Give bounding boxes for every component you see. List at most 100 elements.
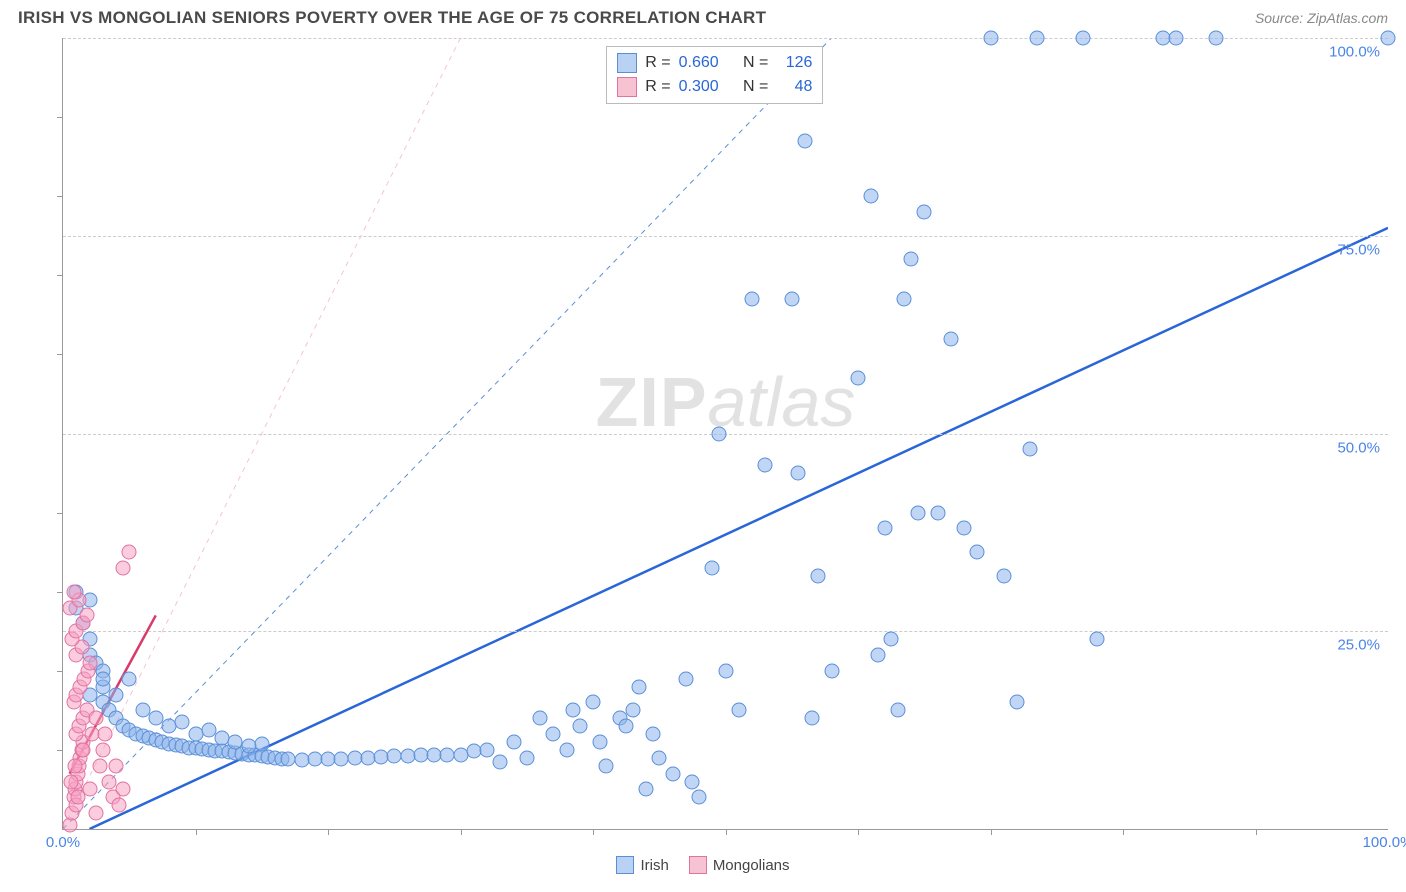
data-point xyxy=(95,671,110,686)
r-value: 0.660 xyxy=(679,54,731,72)
x-tick-mark xyxy=(858,829,859,835)
data-point xyxy=(645,727,660,742)
r-label: R = xyxy=(645,54,670,72)
data-point xyxy=(692,790,707,805)
data-point xyxy=(1208,31,1223,46)
data-point xyxy=(1010,695,1025,710)
x-tick-mark xyxy=(328,829,329,835)
data-point xyxy=(943,331,958,346)
legend-swatch xyxy=(617,53,637,73)
x-tick-label: 100.0% xyxy=(1363,834,1406,851)
data-point xyxy=(758,458,773,473)
data-point xyxy=(480,742,495,757)
data-point xyxy=(851,371,866,386)
x-tick-mark xyxy=(991,829,992,835)
y-tick-mark xyxy=(57,513,63,514)
data-point xyxy=(546,727,561,742)
data-point xyxy=(784,292,799,307)
data-point xyxy=(625,703,640,718)
y-tick-mark xyxy=(57,592,63,593)
x-tick-mark xyxy=(1256,829,1257,835)
data-point xyxy=(63,774,78,789)
data-point xyxy=(904,252,919,267)
stat-row: R = 0.660 N = 126 xyxy=(617,51,812,75)
n-label: N = xyxy=(739,78,769,96)
legend-item: Irish xyxy=(616,856,668,874)
data-point xyxy=(109,758,124,773)
data-point xyxy=(930,505,945,520)
data-point xyxy=(559,742,574,757)
data-point xyxy=(824,663,839,678)
data-point xyxy=(254,736,269,751)
data-point xyxy=(1169,31,1184,46)
gridline xyxy=(63,631,1388,632)
data-point xyxy=(566,703,581,718)
data-point xyxy=(890,703,905,718)
plot-region: ZIPatlas R =0.660 N =126R =0.300 N =48 2… xyxy=(62,38,1388,830)
data-point xyxy=(1029,31,1044,46)
data-point xyxy=(95,742,110,757)
legend-label: Mongolians xyxy=(713,857,790,874)
data-point xyxy=(731,703,746,718)
data-point xyxy=(572,719,587,734)
legend: Irish Mongolians xyxy=(18,856,1388,878)
data-point xyxy=(89,711,104,726)
legend-swatch xyxy=(617,77,637,97)
data-point xyxy=(75,742,90,757)
data-point xyxy=(917,205,932,220)
y-tick-label: 50.0% xyxy=(1337,439,1380,456)
y-tick-mark xyxy=(57,671,63,672)
data-point xyxy=(115,560,130,575)
data-point xyxy=(111,798,126,813)
stat-row: R = 0.300 N = 48 xyxy=(617,75,812,99)
data-point xyxy=(745,292,760,307)
legend-item: Mongolians xyxy=(689,856,790,874)
data-point xyxy=(811,568,826,583)
data-point xyxy=(632,679,647,694)
chart-area: Seniors Poverty Over the Age of 75 ZIPat… xyxy=(18,38,1388,878)
r-label: R = xyxy=(645,78,670,96)
data-point xyxy=(67,758,82,773)
data-point xyxy=(109,687,124,702)
data-point xyxy=(685,774,700,789)
data-point xyxy=(599,758,614,773)
r-value: 0.300 xyxy=(679,78,731,96)
data-point xyxy=(592,735,607,750)
correlation-stats-box: R = 0.660 N = 126 R = 0.300 N = 48 xyxy=(606,46,823,104)
data-point xyxy=(870,647,885,662)
x-tick-mark xyxy=(461,829,462,835)
y-tick-mark xyxy=(57,117,63,118)
y-tick-mark xyxy=(57,354,63,355)
y-tick-mark xyxy=(57,750,63,751)
data-point xyxy=(970,545,985,560)
x-tick-mark xyxy=(593,829,594,835)
data-point xyxy=(115,782,130,797)
n-value: 126 xyxy=(776,54,812,72)
x-tick-mark xyxy=(726,829,727,835)
n-label: N = xyxy=(739,54,769,72)
data-point xyxy=(122,545,137,560)
data-point xyxy=(1023,442,1038,457)
data-point xyxy=(665,766,680,781)
data-point xyxy=(678,671,693,686)
data-point xyxy=(639,782,654,797)
data-point xyxy=(864,189,879,204)
data-point xyxy=(1381,31,1396,46)
data-point xyxy=(652,750,667,765)
data-point xyxy=(910,505,925,520)
data-point xyxy=(711,426,726,441)
y-tick-label: 25.0% xyxy=(1337,637,1380,654)
data-point xyxy=(66,584,81,599)
y-tick-label: 100.0% xyxy=(1329,44,1380,61)
data-point xyxy=(877,521,892,536)
data-point xyxy=(98,727,113,742)
data-point xyxy=(798,133,813,148)
data-point xyxy=(897,292,912,307)
data-point xyxy=(586,695,601,710)
data-point xyxy=(93,758,108,773)
data-point xyxy=(983,31,998,46)
chart-title: IRISH VS MONGOLIAN SENIORS POVERTY OVER … xyxy=(18,8,766,28)
data-point xyxy=(175,715,190,730)
legend-label: Irish xyxy=(640,857,668,874)
n-value: 48 xyxy=(776,78,812,96)
